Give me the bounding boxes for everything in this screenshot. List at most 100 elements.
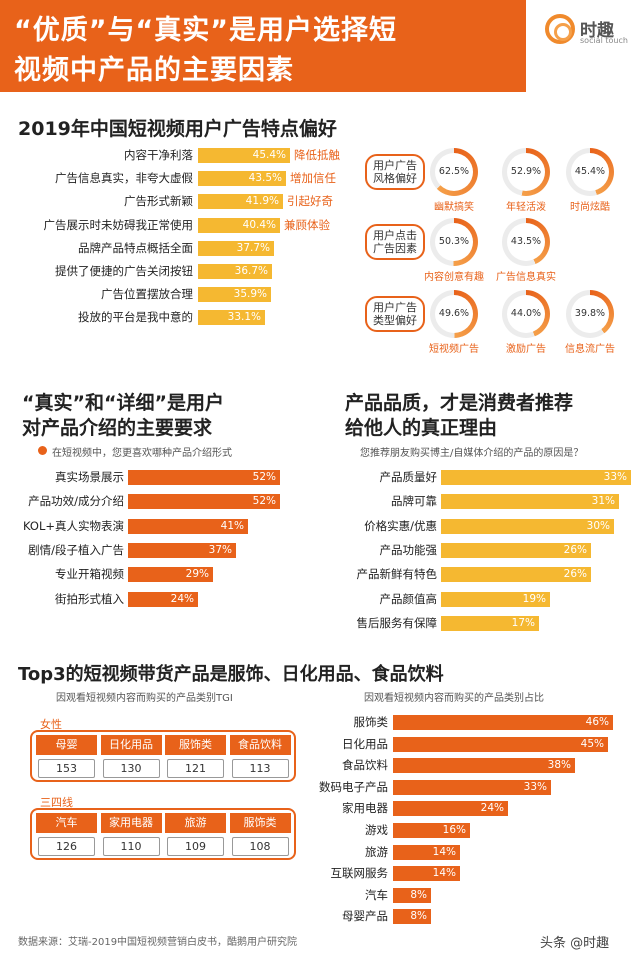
bar-value: 46%: [585, 716, 609, 728]
bar-value: 52%: [252, 495, 276, 508]
tgi-category: 日化用品: [100, 735, 162, 755]
bar-value: 8%: [410, 888, 427, 901]
bar-value: 52%: [252, 471, 276, 483]
bar: 37%: [128, 542, 236, 558]
bar-label: 内容干净利落: [124, 148, 193, 162]
bar-label: 街拍形式植入: [55, 591, 124, 606]
section3-subtitle: 您推荐朋友购买博主/自媒体介绍的产品的原因是？: [360, 448, 584, 459]
bar: 52%: [128, 494, 280, 510]
bar-label: 投放的平台是我中意的: [78, 310, 193, 325]
bar-tag: 降低抵触: [294, 148, 340, 162]
tgi-value: 113: [231, 759, 289, 778]
female-tgi-box: 母婴 153 日化用品 130 服饰类 121 食品饮料 113: [30, 730, 296, 782]
bar-value: 29%: [185, 568, 209, 581]
ring-value: 50.3%: [435, 223, 473, 261]
ring-chart: 49.6%: [430, 290, 478, 338]
bar-tag: 引起好奇: [287, 194, 333, 209]
bar-label: 母婴产品: [342, 909, 388, 924]
bar-label: 品牌可靠: [391, 494, 437, 509]
bar-label: 提供了便捷的广告关闭按钮: [55, 264, 193, 278]
data-source: 数据来源：艾瑞-2019中国短视频营销白皮书，酷鹅用户研究院: [18, 937, 298, 948]
tgi-category: 汽车: [36, 813, 97, 833]
tgi-value: 121: [167, 759, 224, 778]
bar-value: 41%: [220, 519, 244, 532]
bar-label: 游戏: [365, 823, 388, 837]
bar-value: 8%: [410, 910, 427, 923]
ring-label: 信息流广告: [565, 344, 615, 355]
tgi-value: 110: [102, 837, 160, 856]
bar-value: 33.1%: [227, 311, 261, 324]
section3-title-line1: 产品品质，才是消费者推荐: [345, 392, 574, 414]
logo-name: 时趣: [580, 21, 614, 41]
ring-label: 年轻活泼: [506, 202, 546, 213]
ring-label: 广告信息真实: [496, 272, 556, 283]
section4-title: Top3的短视频带货产品是服饰、日化用品、食品饮料: [18, 664, 444, 685]
bar: 35.9%: [198, 287, 271, 303]
banner-title-line1: “优质”与“真实”是用户选择短: [14, 15, 397, 46]
ring-group-label: 用户广告风格偏好: [365, 154, 425, 190]
section2-title-line2: 对产品介绍的主要要求: [22, 417, 213, 439]
bar-value: 26%: [563, 543, 587, 556]
bar-value: 45%: [580, 737, 604, 750]
bar: 33%: [441, 470, 631, 485]
ring-value: 52.9%: [507, 153, 545, 191]
bar-label: 产品功效/成分介绍: [28, 494, 124, 509]
bar: 46%: [393, 715, 613, 730]
ring-value: 49.6%: [435, 295, 473, 333]
banner-title-line2: 视频中产品的主要因素: [14, 55, 294, 86]
share-subtitle: 因观看短视频内容而购买的产品类别占比: [364, 693, 544, 704]
ring-chart: 39.8%: [566, 290, 614, 338]
bar-value: 16%: [442, 824, 466, 836]
bar: 19%: [441, 591, 550, 607]
bar: 24%: [393, 801, 508, 817]
section2-subtitle: 在短视频中，您更喜欢哪种产品介绍形式: [52, 448, 232, 459]
header-banner: “优质”与“真实”是用户选择短 视频中产品的主要因素: [0, 0, 526, 92]
bar: 41%: [128, 518, 248, 534]
bar-label: 广告展示时未妨碍我正常使用: [43, 217, 194, 232]
tgi-category: 母婴: [36, 735, 97, 755]
bar-value: 45.4%: [252, 149, 286, 161]
bar: 17%: [441, 615, 539, 631]
watermark: 头条 @时趣: [540, 936, 610, 951]
tgi-value: 130: [102, 759, 160, 778]
bar: 24%: [128, 591, 198, 607]
bar-label: 产品颜值高: [379, 591, 438, 606]
section2-title-line1: “真实”和“详细”是用户: [22, 392, 224, 414]
bar: 33%: [393, 779, 551, 795]
ring-chart: 43.5%: [502, 218, 550, 266]
bar-value: 38%: [547, 759, 571, 772]
ring-value: 45.4%: [571, 153, 609, 191]
bar-value: 14%: [432, 867, 456, 880]
bar: 52%: [128, 470, 280, 485]
bar-label: 旅游: [365, 844, 388, 859]
bar-label: 广告信息真实，非夸大虚假: [55, 171, 193, 186]
section3-title-line2: 给他人的真正理由: [345, 417, 498, 439]
ring-group-label: 用户点击广告因素: [365, 224, 425, 260]
bar-value: 33%: [603, 471, 627, 483]
bar: 26%: [441, 542, 591, 558]
bar-label: 汽车: [365, 887, 388, 902]
bar-label: 产品新鲜有特色: [356, 567, 438, 582]
bar-label: 价格实惠/优惠: [364, 518, 437, 533]
bar: 14%: [393, 866, 460, 882]
bar: 26%: [441, 567, 591, 583]
bar-label: 真实场景展示: [55, 470, 124, 484]
bar-label: 专业开箱视频: [55, 567, 124, 582]
bar-value: 24%: [480, 802, 504, 815]
bar: 45.4%: [198, 148, 290, 163]
bar-value: 36.7%: [234, 265, 268, 277]
ring-chart: 62.5%: [430, 148, 478, 196]
bar-label: 售后服务有保障: [356, 615, 438, 630]
bar-label: 广告位置摆放合理: [101, 287, 193, 302]
bar-value: 33%: [523, 780, 547, 793]
bar-label: 品牌产品特点概括全面: [78, 240, 193, 255]
tier-label: 三四线: [40, 796, 73, 809]
tgi-category: 旅游: [165, 813, 226, 833]
bar: 37.7%: [198, 240, 274, 256]
ring-value: 62.5%: [435, 153, 473, 191]
bar: 31%: [441, 494, 619, 510]
bar-label: 产品质量好: [379, 470, 438, 484]
bar-label: 产品功能强: [379, 542, 438, 557]
bullet-icon: [38, 446, 47, 455]
ring-value: 39.8%: [571, 295, 609, 333]
